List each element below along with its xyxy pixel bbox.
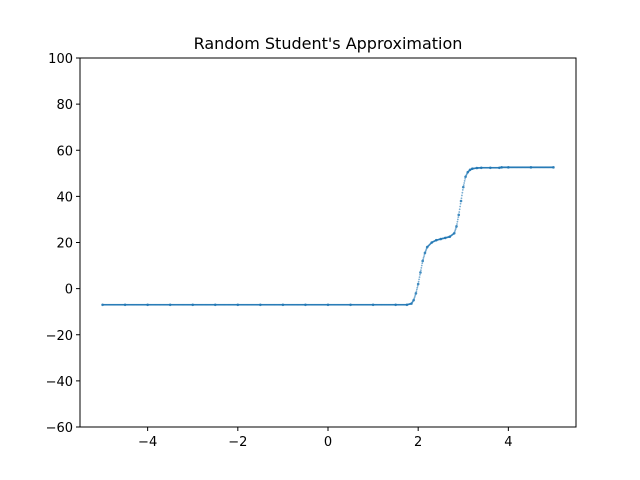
data-point (422, 256, 425, 259)
data-point (418, 276, 421, 278)
y-tick-label: 100 (48, 52, 73, 67)
axes (79, 57, 577, 428)
y-tick-label: −20 (46, 329, 73, 344)
x-tick-label: 0 (324, 435, 332, 450)
data-point (454, 229, 457, 232)
data-point (415, 288, 418, 291)
data-point (419, 271, 422, 274)
data-point (416, 282, 420, 286)
data-point (416, 284, 419, 287)
data-point (464, 177, 466, 180)
data-point (425, 247, 428, 250)
data-point (462, 184, 465, 186)
data-point (417, 280, 420, 283)
data-point (458, 208, 461, 211)
data-point (419, 273, 421, 276)
data-point (423, 255, 425, 258)
y-tick-label: −40 (46, 375, 73, 390)
data-point (461, 185, 465, 189)
data-point (457, 216, 460, 219)
data-point (452, 232, 455, 235)
x-tick-label: −2 (228, 435, 247, 450)
data-point (458, 211, 461, 213)
data-point (413, 296, 416, 299)
data-point (456, 223, 458, 225)
x-tick-label: 4 (504, 435, 512, 450)
data-point (460, 197, 463, 200)
y-tick-label: 0 (65, 283, 73, 298)
y-tick-label: 40 (56, 190, 73, 205)
data-point (459, 205, 462, 208)
x-tick-label: 2 (414, 435, 422, 450)
y-tick-label: 60 (56, 144, 73, 159)
data-point (466, 172, 469, 174)
data-point (415, 290, 418, 293)
y-tick-label: 20 (56, 237, 73, 252)
y-tick-label: −60 (46, 421, 73, 436)
data-point (414, 293, 417, 296)
y-tick-label: 80 (56, 98, 73, 113)
data-point (421, 262, 424, 265)
data-point (422, 258, 425, 261)
data-point (418, 278, 420, 281)
data-points (101, 166, 555, 307)
plot-frame (79, 57, 577, 428)
data-point (423, 253, 426, 256)
x-tick-label: −4 (138, 435, 157, 450)
data-point (412, 299, 415, 302)
data-point (461, 191, 464, 194)
data-point (459, 202, 462, 205)
data-point (414, 295, 416, 297)
data-point (413, 297, 416, 300)
data-point (456, 220, 459, 223)
data-point (552, 166, 554, 169)
data-point (420, 266, 423, 269)
data-point (420, 264, 423, 267)
data-point (453, 230, 456, 233)
data-point (421, 259, 424, 263)
chart-title: Random Student's Approximation (194, 34, 463, 53)
data-point (463, 182, 466, 184)
data-point (419, 269, 422, 272)
data-point (459, 199, 463, 203)
data-point (455, 226, 457, 229)
data-point (461, 194, 463, 197)
data-point (457, 213, 461, 217)
data-point (454, 228, 457, 231)
data-point (461, 189, 464, 191)
data-point (456, 218, 459, 221)
data-point (416, 286, 419, 289)
data-point (463, 180, 466, 182)
